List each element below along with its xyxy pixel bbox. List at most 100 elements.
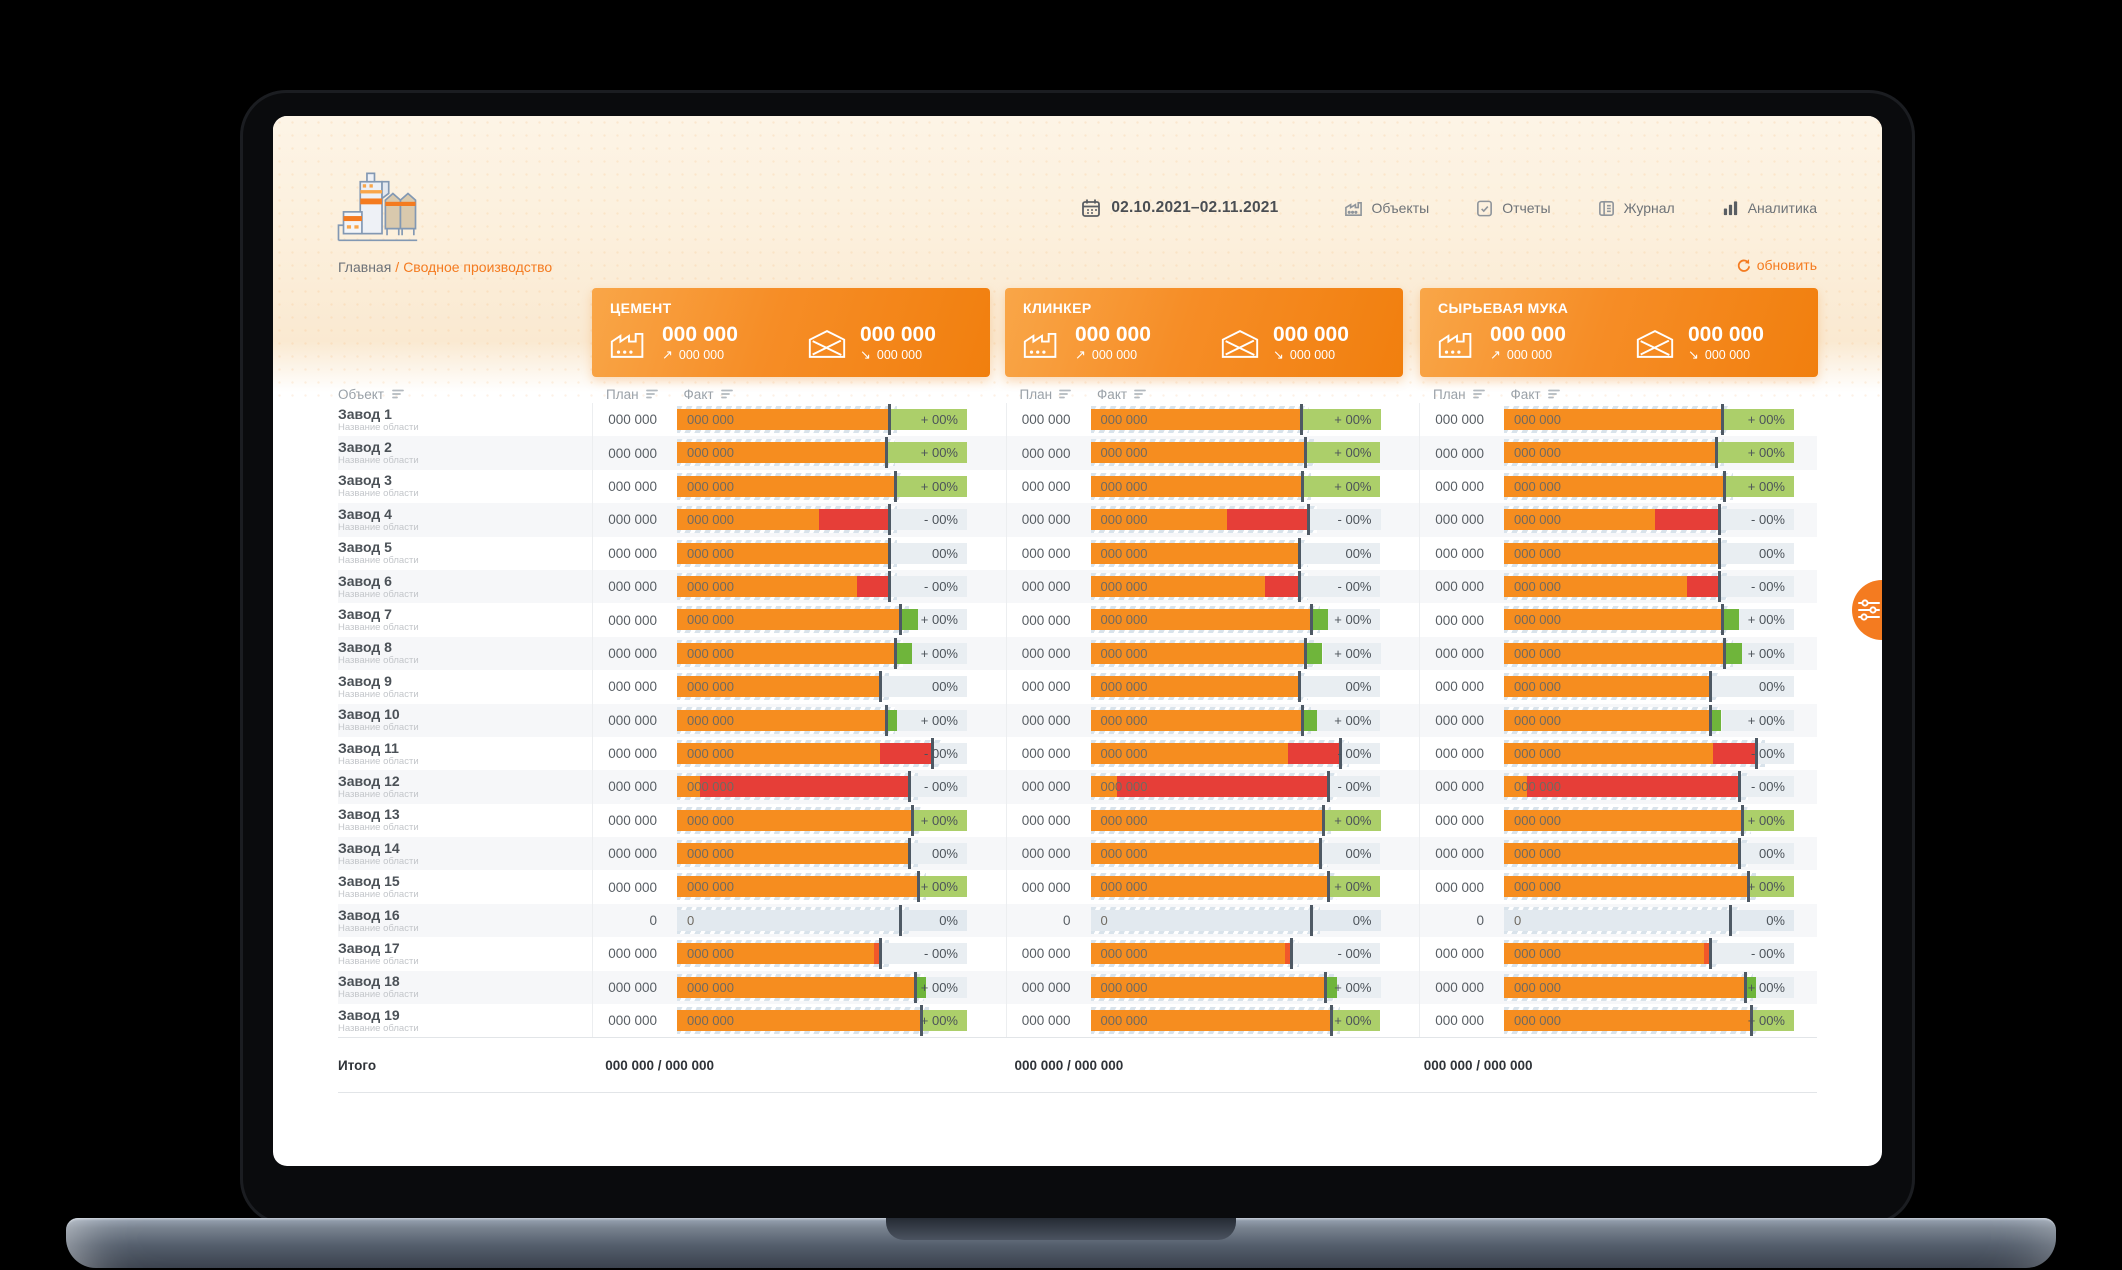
fact-column-header[interactable]: Факт <box>1511 387 1560 402</box>
remainder-area <box>932 742 967 764</box>
totals-clinker: 000 000 / 000 000 <box>1014 1057 1124 1073</box>
table-row[interactable]: Завод 14 Название области 000 000 000 000 00… <box>338 837 1817 871</box>
table-header: Объект План Факт План <box>338 385 1817 403</box>
percent-badge: 0% <box>1766 912 1785 928</box>
object-cell: Завод 7 Название области <box>338 603 592 636</box>
plan-value: 000 000 <box>608 746 657 762</box>
table-row[interactable]: Завод 5 Название области 000 000 000 000 00%… <box>338 536 1817 570</box>
table-row[interactable]: Завод 4 Название области 000 000 000 000 - 0… <box>338 503 1817 537</box>
plan-value: 000 000 <box>608 879 657 895</box>
shortfall-segment <box>1654 509 1719 531</box>
product-cell: 000 000 000 000 - 00% <box>1419 736 1817 771</box>
fact-column-header[interactable]: Факт <box>684 387 733 402</box>
refresh-label: обновить <box>1756 257 1817 273</box>
product-column-header: План Факт <box>592 387 990 402</box>
table-row[interactable]: Завод 16 Название области 0 0 0% 0 0 0% 0 0 0% <box>338 903 1817 938</box>
nav-item-journal[interactable]: Журнал <box>1597 199 1675 218</box>
fact-bar <box>1090 943 1285 965</box>
fact-bar-track: 000 000 + 00% <box>1090 603 1381 636</box>
remainder-area <box>1339 742 1381 764</box>
table-row[interactable]: Завод 17 Название области 000 000 000 000 - … <box>338 937 1817 971</box>
shortfall-segment <box>819 509 889 531</box>
remainder-area <box>1718 542 1794 564</box>
table-row[interactable]: Завод 11 Название области 000 000 000 000 - … <box>338 736 1817 771</box>
percent-badge: + 00% <box>1334 612 1372 628</box>
refresh-button[interactable]: обновить <box>1736 257 1817 273</box>
table-row[interactable]: Завод 7 Название области 000 000 000 000 + 0… <box>338 603 1817 637</box>
percent-badge: 00% <box>1758 679 1785 695</box>
plan-column-header[interactable]: План <box>1433 387 1485 402</box>
breadcrumb: Главная / Сводное производство <box>338 259 552 275</box>
plan-value: 000 000 <box>608 412 657 428</box>
breadcrumb-home[interactable]: Главная <box>338 259 392 275</box>
fact-bar-track: 000 000 + 00% <box>1504 470 1794 503</box>
remainder-area <box>1709 676 1794 698</box>
table-row[interactable]: Завод 12 Название области 000 000 000 000 - … <box>338 770 1817 804</box>
plan-value: 000 000 <box>608 979 657 995</box>
overage-segment <box>1328 876 1381 898</box>
plant-area: Название области <box>338 588 419 600</box>
object-column-header[interactable]: Объект <box>338 387 592 402</box>
fact-bar <box>677 575 857 597</box>
fact-value: 000 000 <box>1514 412 1561 427</box>
remainder-area <box>1299 575 1381 597</box>
fact-value: 000 000 <box>1100 979 1148 995</box>
remainder-area <box>1756 976 1794 998</box>
percent-badge: + 00% <box>920 879 958 895</box>
table-row[interactable]: Завод 15 Название области 000 000 000 000 + … <box>338 870 1817 904</box>
object-cell: Завод 11 Название области <box>338 737 592 770</box>
fact-bar-track: 000 000 + 00% <box>1090 436 1381 469</box>
fact-bar-track: 000 000 - 00% <box>1504 737 1794 770</box>
plan-tick <box>913 971 917 1003</box>
fact-bar <box>677 475 895 497</box>
table-row[interactable]: Завод 2 Название области 000 000 000 000 + 0… <box>338 436 1817 470</box>
plan-value: 000 000 <box>1435 445 1484 461</box>
nav-item-objects[interactable]: Объекты <box>1344 199 1429 218</box>
percent-badge: 00% <box>931 679 958 695</box>
fact-value: 000 000 <box>1100 545 1148 561</box>
fact-bar-track: 000 000 + 00% <box>1504 403 1794 436</box>
plant-area: Название области <box>338 688 419 700</box>
fact-value: 000 000 <box>1100 445 1148 461</box>
plan-tick <box>1298 570 1302 602</box>
produced-value: 000 000 <box>1075 323 1151 346</box>
plan-value: 000 000 <box>1435 478 1484 494</box>
overage-segment <box>911 809 967 831</box>
overage-segment <box>1721 609 1739 631</box>
plan-column-header[interactable]: План <box>606 387 658 402</box>
table-row[interactable]: Завод 3 Название области 000 000 000 000 + 0… <box>338 469 1817 504</box>
refresh-icon <box>1737 258 1750 272</box>
plant-name: Завод 4 <box>338 505 392 522</box>
nav-item-analytics[interactable]: Аналитика <box>1721 199 1817 218</box>
table-row[interactable]: Завод 13 Название области 000 000 000 000 + … <box>338 803 1817 838</box>
date-range-picker[interactable]: 02.10.2021–02.11.2021 <box>1081 198 1278 218</box>
product-cell: 000 000 000 000 - 00% <box>1005 770 1404 804</box>
table-row[interactable]: Завод 8 Название области 000 000 000 000 + 0… <box>338 636 1817 671</box>
plan-tick <box>1327 871 1331 903</box>
percent-badge: + 00% <box>1334 645 1372 661</box>
plan-column-header[interactable]: План <box>1020 387 1072 402</box>
plan-value: 000 000 <box>1435 846 1484 862</box>
fact-column-header[interactable]: Факт <box>1097 387 1146 402</box>
filters-fab-button[interactable] <box>1852 580 1882 640</box>
product-cell: 000 000 000 000 - 00% <box>1419 503 1817 537</box>
remainder-area <box>880 676 967 698</box>
laptop-base <box>66 1218 2056 1268</box>
plan-tick <box>887 504 891 536</box>
remainder-area <box>1721 709 1794 731</box>
fact-value: 000 000 <box>687 412 734 427</box>
table-row[interactable]: Завод 18 Название области 000 000 000 000 + … <box>338 970 1817 1005</box>
plant-name: Завод 15 <box>338 873 400 890</box>
table-row[interactable]: Завод 6 Название области 000 000 000 000 - 0… <box>338 569 1817 604</box>
plan-value: 000 000 <box>1435 545 1484 561</box>
table-row[interactable]: Завод 9 Название области 000 000 000 000 00%… <box>338 670 1817 704</box>
fact-bar-track: 000 000 + 00% <box>1504 603 1794 636</box>
fact-bar-track: 000 000 + 00% <box>1504 637 1794 670</box>
nav-item-reports[interactable]: Отчеты <box>1475 199 1551 218</box>
overage-segment <box>1305 642 1323 664</box>
product-cell: 000 000 000 000 + 00% <box>1419 469 1817 504</box>
table-row[interactable]: Завод 19 Название области 000 000 000 000 + … <box>338 1004 1817 1038</box>
table-row[interactable]: Завод 10 Название области 000 000 000 000 + … <box>338 703 1817 737</box>
table-row[interactable]: Завод 1 Название области 000 000 000 000 + 0… <box>338 403 1817 437</box>
fact-bar-track: 000 000 00% <box>1090 837 1381 870</box>
